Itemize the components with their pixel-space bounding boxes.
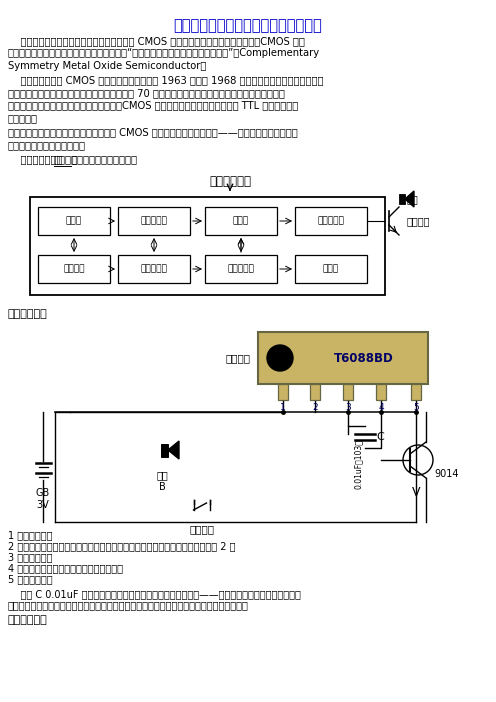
Text: 存储器: 存储器 — [323, 265, 339, 274]
Text: 4 脆：放大信号输出（内部有集成模负载）: 4 脆：放大信号输出（内部有集成模负载） — [8, 563, 123, 573]
Text: 《电子通》叮和门铃电路教学辅导资料: 《电子通》叮和门铃电路教学辅导资料 — [174, 18, 322, 33]
Bar — [30, 197, 385, 295]
Bar — [205, 207, 277, 235]
Text: 9014: 9014 — [434, 469, 458, 479]
Text: 按鈕开关: 按鈕开关 — [189, 524, 214, 534]
Bar — [295, 207, 367, 235]
Text: V: V — [412, 486, 420, 498]
Text: 电子计算器等等。在所有数字集成电路中，CMOS 的产量和产值仅次于另一种叫做 TTL 的集成电路，: 电子计算器等等。在所有数字集成电路中，CMOS 的产量和产值仅次于另一种叫做 T… — [8, 100, 298, 110]
Text: C: C — [376, 432, 384, 442]
Text: 用领域限于空间电子设备和军用产品；到上世纪 70 年代，迅速扩展到工业和民用产品，如电子手表、: 用领域限于空间电子设备和军用产品；到上世纪 70 年代，迅速扩展到工业和民用产品… — [8, 88, 285, 98]
Bar — [118, 207, 190, 235]
Text: 触发电路: 触发电路 — [63, 265, 85, 274]
Text: 电容 C 0.01uF 有时候可以不接，它的作用是防止三极管自激——这多条在三极管直流放大倍数太: 电容 C 0.01uF 有时候可以不接，它的作用是防止三极管自激——这多条在三极… — [8, 589, 301, 599]
Bar — [161, 444, 168, 457]
Text: 脂直接封装在印刷电路板上。: 脂直接封装在印刷电路板上。 — [8, 140, 86, 150]
Text: 集成电路: 集成电路 — [225, 353, 250, 363]
Bar — [38, 207, 110, 235]
Bar — [258, 332, 428, 384]
Text: 只和门铃等这一类音乐集成电路是简单的 CMOS 电路，它采用黑膏软封装——就是把硅芝片用环氧树: 只和门铃等这一类音乐集成电路是简单的 CMOS 电路，它采用黑膏软封装——就是把… — [8, 128, 298, 138]
Text: 内部结构: 内部结构 — [54, 154, 78, 164]
Text: Symmetry Metal Oxide Semiconductor）: Symmetry Metal Oxide Semiconductor） — [8, 61, 206, 71]
Text: 可以以用以下框图表示：: 可以以用以下框图表示： — [71, 154, 137, 164]
Bar — [399, 194, 405, 204]
Text: 振荡器: 振荡器 — [66, 216, 82, 225]
Text: 音乐集成电路的: 音乐集成电路的 — [8, 154, 62, 164]
Bar — [205, 255, 277, 283]
Bar — [310, 384, 320, 400]
Text: 种集成电路英文名称的缩写，翻译成中文就是“互补对称金属氧化物半导体集成电路”（Complementary: 种集成电路英文名称的缩写，翻译成中文就是“互补对称金属氧化物半导体集成电路”（C… — [8, 48, 320, 58]
Text: 2 脆：触发脉冲输入，系正脉冲触发，此电路用按鈕开关手动控制把正脉冲送到 2 脆: 2 脆：触发脉冲输入，系正脉冲触发，此电路用按鈕开关手动控制把正脉冲送到 2 脆 — [8, 541, 236, 551]
Text: 调制器: 调制器 — [233, 216, 249, 225]
Text: 1: 1 — [280, 403, 286, 412]
Circle shape — [267, 345, 293, 371]
Text: 1 脆：电源正极: 1 脆：电源正极 — [8, 530, 53, 540]
Text: 节拍控制器: 节拍控制器 — [140, 265, 168, 274]
Text: 5: 5 — [413, 403, 419, 412]
Text: 2: 2 — [312, 403, 318, 412]
Bar — [38, 255, 110, 283]
Text: 5 脆：电源负极: 5 脆：电源负极 — [8, 574, 53, 584]
Text: 3: 3 — [345, 403, 351, 412]
Bar — [118, 255, 190, 283]
Text: 音乐集成电路: 音乐集成电路 — [209, 175, 251, 188]
Text: T6088BD: T6088BD — [333, 352, 393, 364]
Bar — [376, 384, 386, 400]
Text: 喚叭: 喚叭 — [407, 194, 419, 204]
Text: 0.01uF（103）: 0.01uF（103） — [354, 439, 363, 489]
Text: 只和门铃属于音乐集成电路，它们是大规模 CMOS 集成电路的一种，应用非常广泛。CMOS 是这: 只和门铃属于音乐集成电路，它们是大规模 CMOS 集成电路的一种，应用非常广泛。… — [8, 36, 305, 46]
Text: 4: 4 — [378, 403, 384, 412]
Text: 3 脆：信号输出: 3 脆：信号输出 — [8, 552, 53, 562]
Bar — [343, 384, 353, 400]
Text: 原理图如下：: 原理图如下： — [8, 309, 48, 319]
Text: 音频发生器: 音频发生器 — [140, 216, 168, 225]
Polygon shape — [168, 441, 179, 459]
Text: 历史上最早提出 CMOS 集成电路线路结构是在 1963 年，到 1968 年就发展成商品化生产。早期应: 历史上最早提出 CMOS 集成电路线路结构是在 1963 年，到 1968 年就… — [8, 76, 323, 86]
Text: 安装图如下：: 安装图如下： — [8, 615, 48, 625]
Text: 放大电路: 放大电路 — [407, 216, 431, 226]
Text: 喚叭
B: 喚叭 B — [156, 470, 168, 491]
Bar — [295, 255, 367, 283]
Polygon shape — [405, 191, 414, 207]
Bar — [411, 384, 421, 400]
Bar — [278, 384, 288, 400]
Text: 大的情况下发生；三极管自激时所有电路连接完全正确，所有元件也完好，但是喚叭燥无声。: 大的情况下发生；三极管自激时所有电路连接完全正确，所有元件也完好，但是喚叭燥无声… — [8, 600, 249, 610]
Text: GB
3V: GB 3V — [36, 488, 50, 510]
Text: 位居第二。: 位居第二。 — [8, 113, 38, 123]
Text: 信号放大器: 信号放大器 — [317, 216, 344, 225]
Text: 音拍发生器: 音拍发生器 — [228, 265, 254, 274]
